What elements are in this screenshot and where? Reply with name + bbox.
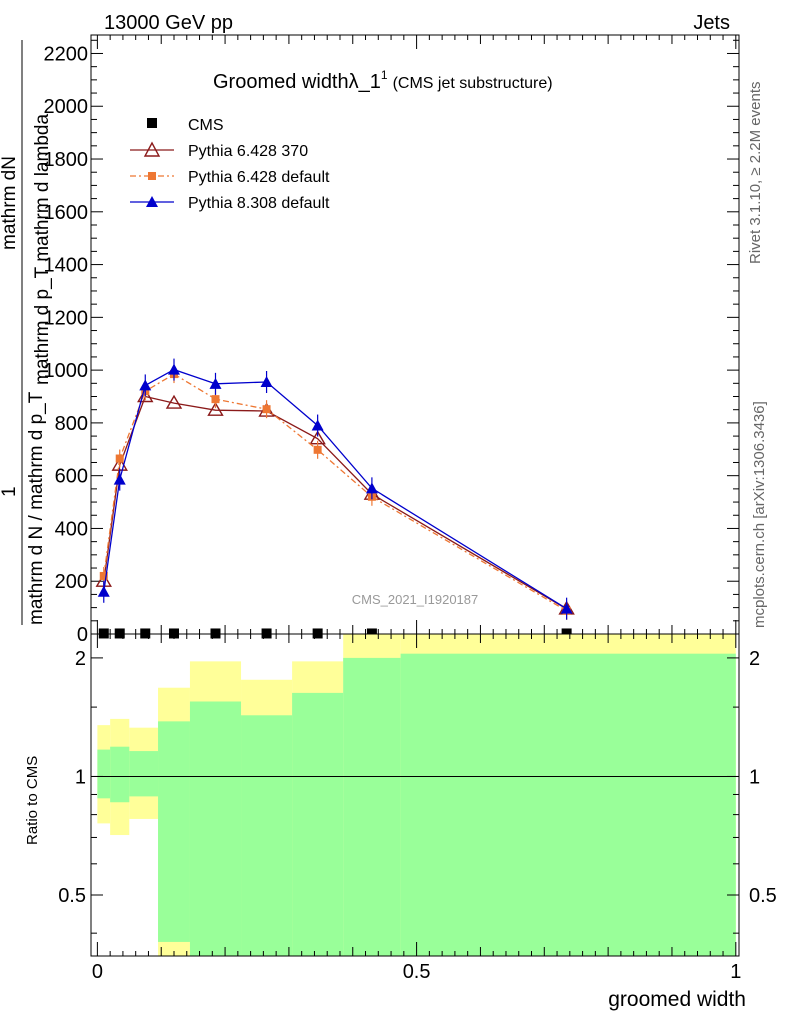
point-pythia6-370	[207, 401, 224, 416]
rivet-version-label: Rivet 3.1.10, ≥ 2.2M events	[747, 82, 764, 265]
legend-marker-cms	[147, 118, 157, 128]
main-y-tick-label: 800	[55, 413, 88, 435]
point-pythia6-370	[137, 388, 154, 403]
point-cms	[312, 628, 323, 639]
ratio-band-stat-bin	[189, 701, 242, 956]
point-cms	[210, 628, 221, 639]
point-cms	[168, 628, 179, 639]
ratio-y-tick-label-right: 0.5	[749, 885, 777, 907]
ratio-band-stat-bin	[343, 657, 401, 956]
ratio-y-tick-label-left: 2	[75, 648, 86, 670]
main-panel: 0 200 400 600 800 1000 1200 1400 1600 1800 2000 220…	[44, 34, 740, 646]
ratio-y-tick-label-left: 0.5	[58, 885, 86, 907]
ratio-y-tick-label-right: 1	[749, 766, 760, 788]
legend-label-pythia6-default: Pythia 6.428 default	[188, 169, 330, 186]
main-y-tick-label: 2000	[44, 96, 89, 118]
legend-marker-pythia8-default	[146, 196, 158, 207]
legend-marker-pythia6-370	[143, 141, 161, 157]
point-cms	[114, 628, 125, 639]
ratio-panel: 0.5 0.51 12 2 0 0.5 1 Ratio to CMS groomed wi…	[24, 633, 777, 1011]
point-pythia6-default	[115, 454, 124, 463]
point-cms	[561, 628, 572, 639]
main-y-tick-label: 1600	[44, 202, 89, 224]
main-y-label-frac-mid: mathrm d p_T mathrm d lambda	[32, 114, 53, 385]
ratio-y-axis: 0.5 0.5 1 1 2 2	[58, 648, 777, 934]
main-y-label-one: 1	[0, 486, 20, 497]
ratio-bands-layer	[97, 634, 736, 956]
ratio-frame	[90, 633, 740, 957]
point-pythia8-default	[97, 585, 110, 597]
point-pythia6-default	[211, 395, 220, 404]
series-line-pythia6-default	[103, 373, 567, 612]
point-pythia6-default	[99, 571, 108, 580]
chart-title: Groomed widthλ_11 (CMS jet substructure)	[213, 68, 553, 93]
ratio-x-tick-label: 0	[92, 961, 103, 983]
legend-label-cms: CMS	[188, 117, 224, 134]
series-line-pythia8-default	[103, 368, 567, 610]
legend-label-pythia8-default: Pythia 8.308 default	[188, 195, 330, 212]
ratio-x-label: groomed width	[608, 988, 746, 1011]
point-cms	[98, 628, 109, 639]
ratio-x-tick-label: 0.5	[403, 961, 431, 983]
main-y-tick-label: 1800	[44, 149, 89, 171]
legend-marker-pythia6-default	[148, 172, 156, 180]
legend: CMS Pythia 6.428 370 Pythia 6.428 defaul…	[130, 117, 330, 212]
point-pythia8-default	[209, 377, 222, 389]
chart-title-suffix: (CMS jet substructure)	[393, 75, 553, 92]
point-pythia8-default	[365, 482, 378, 494]
ratio-y-tick-label-right: 2	[749, 648, 760, 670]
point-pythia6-370	[165, 394, 183, 409]
ratio-band-stat-bin	[400, 653, 736, 956]
header-energy-label: 13000 GeV pp	[104, 12, 233, 34]
main-y-label: mathrm dN mathrm d p_T mathrm d lambda 1…	[0, 40, 53, 625]
point-pythia8-default	[311, 419, 324, 431]
chart-title-main: Groomed widthλ_1	[213, 71, 381, 93]
main-y-tick-label: 200	[55, 571, 88, 593]
point-pythia8-default	[139, 379, 152, 391]
main-y-tick-label: 400	[55, 518, 88, 540]
point-pythia8-default	[167, 363, 180, 375]
main-y-tick-label: 2200	[44, 43, 89, 65]
chart-title-sup: 1	[381, 68, 388, 82]
point-pythia6-default	[262, 405, 271, 414]
ratio-x-axis: 0 0.5 1	[92, 634, 741, 983]
main-y-label-denominator: mathrm d N / mathrm d p_T	[26, 391, 47, 625]
legend-label-pythia6-370: Pythia 6.428 370	[188, 143, 308, 160]
header-process-label: Jets	[693, 12, 730, 34]
main-y-label-frac-top: mathrm dN	[0, 156, 20, 250]
ratio-x-tick-label: 1	[730, 961, 741, 983]
main-y-tick-label: 1000	[44, 360, 89, 382]
series-line-pythia6-370	[103, 395, 567, 610]
mcplots-label: mcplots.cern.ch [arXiv:1306.3436]	[751, 401, 768, 628]
main-y-axis: 0 200 400 600 800 1000 1200 1400 1600 1800 2000 220…	[44, 39, 739, 646]
point-cms	[366, 628, 377, 639]
main-y-tick-label: 600	[55, 466, 88, 488]
point-cms	[261, 628, 272, 639]
point-pythia8-default	[260, 375, 273, 387]
point-cms	[140, 628, 151, 639]
ratio-y-label: Ratio to CMS	[24, 756, 41, 845]
point-pythia6-default	[313, 445, 322, 454]
ratio-band-stat-bin	[97, 749, 111, 799]
analysis-watermark: CMS_2021_I1920187	[352, 592, 479, 607]
main-y-tick-label: 0	[77, 624, 88, 646]
point-pythia8-default	[113, 473, 126, 485]
ratio-band-stat-bin	[110, 746, 130, 803]
point-pythia8-default	[560, 602, 573, 614]
ratio-y-tick-label-left: 1	[75, 766, 86, 788]
ratio-band-stat-bin	[158, 721, 190, 942]
main-series-layer	[95, 358, 575, 639]
ratio-band-stat-bin	[129, 751, 159, 797]
ratio-band-stat-bin	[241, 715, 293, 956]
main-y-tick-label: 1400	[44, 255, 89, 277]
ratio-band-stat-bin	[292, 692, 344, 956]
main-y-tick-label: 1200	[44, 307, 89, 329]
